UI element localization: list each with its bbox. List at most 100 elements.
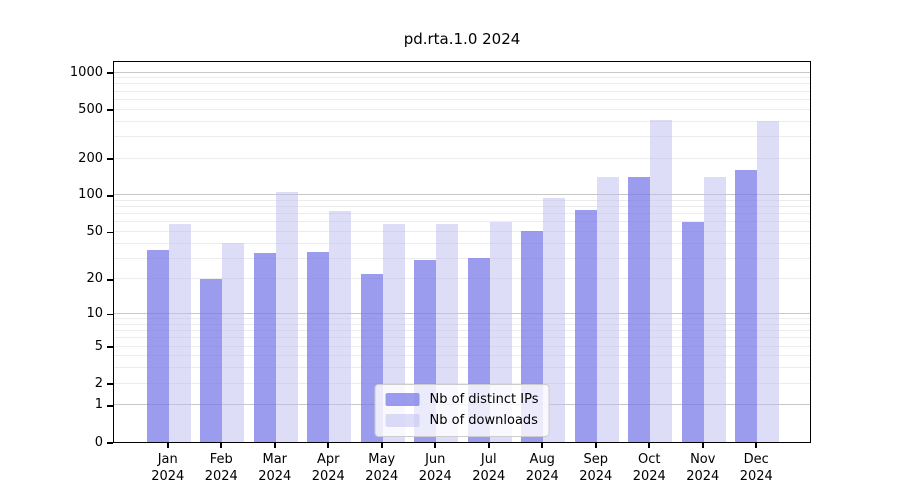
y-tick-label: 5 bbox=[94, 338, 103, 354]
x-tick-mark bbox=[648, 443, 651, 448]
gridline-minor bbox=[114, 242, 810, 244]
y-tick-label: 1000 bbox=[69, 64, 103, 80]
gridline-minor bbox=[114, 213, 810, 215]
x-tick-label: Dec 2024 bbox=[724, 451, 788, 485]
y-tick-label: 20 bbox=[86, 271, 103, 287]
x-tick-label: Nov 2024 bbox=[671, 451, 735, 485]
gridline-minor bbox=[114, 199, 810, 201]
bar-ips-apr bbox=[307, 251, 330, 442]
x-tick-label-year: 2024 bbox=[204, 469, 238, 484]
x-tick-label-year: 2024 bbox=[311, 469, 345, 484]
x-tick-label-year: 2024 bbox=[579, 469, 613, 484]
legend-swatch-ips bbox=[385, 393, 420, 406]
x-tick-label-month: Oct bbox=[638, 452, 661, 467]
gridline-minor bbox=[114, 257, 810, 259]
bar-ips-oct bbox=[628, 177, 651, 442]
plot-bars-layer bbox=[114, 62, 810, 442]
x-tick-label-month: Aug bbox=[529, 452, 555, 467]
bar-ips-mar bbox=[253, 253, 276, 442]
gridline-minor bbox=[114, 221, 810, 223]
x-tick-label-month: Jun bbox=[425, 452, 446, 467]
x-tick-label-month: Jul bbox=[480, 452, 497, 467]
gridline-minor bbox=[114, 83, 810, 85]
y-tick-mark bbox=[107, 195, 113, 197]
gridline-minor bbox=[114, 98, 810, 100]
y-tick-label: 100 bbox=[78, 187, 103, 203]
gridline-minor bbox=[114, 337, 810, 339]
x-tick-label: Feb 2024 bbox=[189, 451, 253, 485]
y-tick-label: 2 bbox=[94, 375, 103, 391]
x-tick-mark bbox=[541, 443, 544, 448]
x-tick-label: Mar 2024 bbox=[243, 451, 307, 485]
y-tick-mark bbox=[107, 313, 113, 316]
bar-downloads-jan bbox=[168, 223, 191, 442]
x-tick-label-month: Dec bbox=[743, 452, 769, 467]
x-tick-label: Aug 2024 bbox=[510, 451, 574, 485]
bar-ips-jan bbox=[146, 250, 169, 442]
y-tick-mark bbox=[107, 346, 113, 348]
y-tick-label: 0 bbox=[94, 434, 103, 450]
y-tick-mark bbox=[107, 442, 113, 444]
y-tick-mark bbox=[107, 72, 113, 74]
x-tick-mark bbox=[487, 443, 490, 448]
gridline-minor bbox=[114, 355, 810, 357]
y-tick-mark bbox=[107, 279, 113, 281]
y-tick-mark bbox=[107, 405, 113, 407]
gridline-minor bbox=[114, 77, 810, 79]
x-tick-label-year: 2024 bbox=[418, 469, 452, 484]
gridline-minor bbox=[114, 318, 810, 320]
x-tick-label-year: 2024 bbox=[739, 469, 773, 484]
x-tick-mark bbox=[327, 443, 330, 448]
gridline-major bbox=[114, 194, 810, 196]
chart-title: pd.rta.1.0 2024 bbox=[403, 30, 521, 48]
legend-label: Nb of distinct IPs bbox=[429, 392, 539, 407]
legend: Nb of distinct IPs Nb of downloads bbox=[374, 384, 550, 437]
bar-downloads-aug bbox=[543, 197, 566, 442]
x-tick-mark bbox=[701, 443, 704, 448]
x-tick-label-year: 2024 bbox=[686, 469, 720, 484]
x-tick-mark bbox=[434, 443, 437, 448]
x-tick-label: Jan 2024 bbox=[136, 451, 200, 485]
bar-ips-nov bbox=[681, 221, 704, 442]
bar-downloads-mar bbox=[275, 192, 298, 442]
bar-ips-sep bbox=[574, 210, 597, 442]
gridline-minor bbox=[114, 206, 810, 208]
gridline-minor bbox=[114, 157, 810, 159]
gridline-minor bbox=[114, 90, 810, 92]
y-tick-label: 10 bbox=[86, 306, 103, 322]
gridline-major bbox=[114, 71, 810, 73]
x-tick-mark bbox=[380, 443, 383, 448]
x-tick-mark bbox=[755, 443, 758, 448]
x-tick-label: Oct 2024 bbox=[617, 451, 681, 485]
x-tick-label: Jun 2024 bbox=[403, 451, 467, 485]
bar-ips-feb bbox=[200, 278, 223, 442]
gridline-major bbox=[114, 313, 810, 315]
x-tick-label-month: Feb bbox=[209, 452, 233, 467]
x-tick-label-year: 2024 bbox=[151, 469, 185, 484]
x-tick-label: Sep 2024 bbox=[564, 451, 628, 485]
plot-area: Nb of distinct IPs Nb of downloads bbox=[113, 61, 811, 443]
x-tick-label-year: 2024 bbox=[472, 469, 506, 484]
gridline-minor bbox=[114, 108, 810, 110]
bar-ips-dec bbox=[735, 169, 758, 442]
legend-row: Nb of distinct IPs bbox=[385, 392, 539, 407]
bar-downloads-nov bbox=[703, 177, 726, 442]
x-tick-label-month: Jan bbox=[157, 452, 178, 467]
bar-downloads-oct bbox=[650, 120, 673, 442]
x-tick-label-month: Mar bbox=[262, 452, 288, 467]
x-tick-mark bbox=[273, 443, 276, 448]
gridline-minor bbox=[114, 120, 810, 122]
x-tick-label: Apr 2024 bbox=[296, 451, 360, 485]
x-tick-label: Jul 2024 bbox=[457, 451, 521, 485]
gridline-minor bbox=[114, 323, 810, 325]
x-tick-label: May 2024 bbox=[350, 451, 414, 485]
y-tick-mark bbox=[107, 109, 113, 111]
x-tick-label-year: 2024 bbox=[365, 469, 399, 484]
gridline-minor bbox=[114, 135, 810, 137]
x-tick-label-month: Nov bbox=[690, 452, 716, 467]
gridline-minor bbox=[114, 345, 810, 347]
y-tick-mark bbox=[107, 383, 113, 385]
y-tick-label: 1 bbox=[94, 397, 103, 413]
x-tick-label-year: 2024 bbox=[525, 469, 559, 484]
